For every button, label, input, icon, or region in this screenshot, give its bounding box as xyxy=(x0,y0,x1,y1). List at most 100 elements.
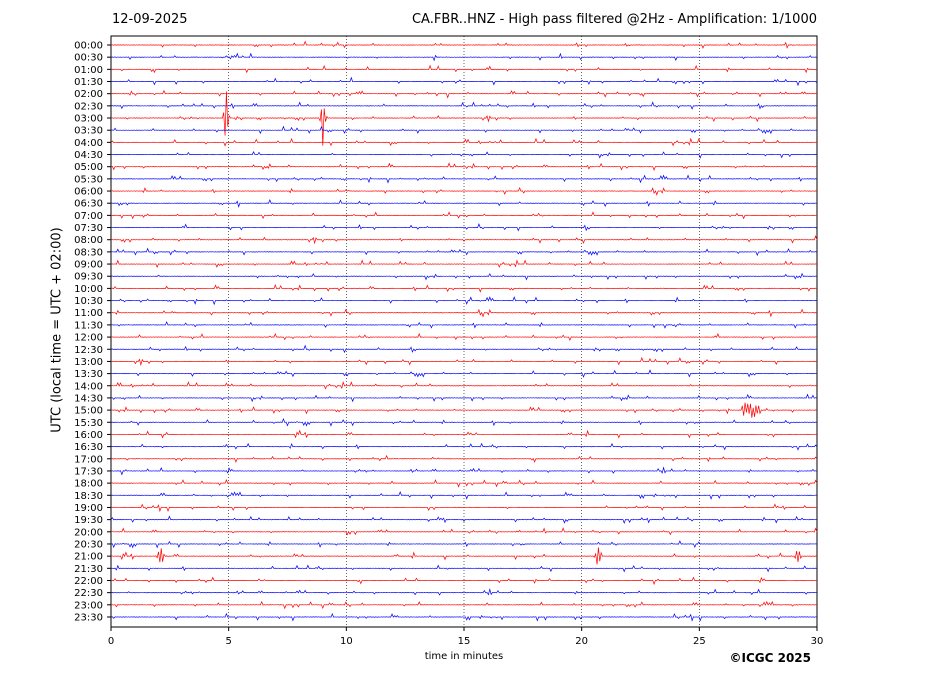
trace-row xyxy=(110,393,818,403)
chart-title: CA.FBR..HNZ - High pass filtered @2Hz - … xyxy=(411,12,817,27)
trace-row xyxy=(110,479,818,488)
y-tick-label: 05:30 xyxy=(74,174,103,185)
y-tick-label: 11:30 xyxy=(74,320,103,331)
trace-row xyxy=(110,101,818,110)
trace-row xyxy=(110,247,818,257)
trace-row xyxy=(110,356,818,367)
trace-row xyxy=(110,576,818,586)
trace-row xyxy=(110,151,818,159)
trace-row xyxy=(110,429,818,439)
x-tick-label: 20 xyxy=(575,636,588,647)
y-tick-label: 15:30 xyxy=(74,418,103,429)
trace-row xyxy=(110,235,818,245)
trace-row xyxy=(110,162,818,172)
y-tick-label: 06:00 xyxy=(74,187,103,198)
y-tick-label: 22:00 xyxy=(74,576,103,587)
y-tick-label: 09:30 xyxy=(74,272,103,283)
plot-frame xyxy=(110,35,818,628)
y-tick-label: 23:00 xyxy=(74,600,103,611)
y-tick-label: 16:30 xyxy=(74,442,103,453)
trace-row xyxy=(110,442,818,451)
trace-row xyxy=(110,547,818,565)
y-tick-label: 20:30 xyxy=(74,539,103,550)
trace-row xyxy=(110,89,818,99)
y-tick-label: 17:30 xyxy=(74,466,103,477)
x-tick-label: 0 xyxy=(108,636,114,647)
trace-row xyxy=(110,91,818,146)
trace-row xyxy=(110,344,818,354)
y-tick-label: 23:30 xyxy=(74,612,103,623)
y-tick-label: 04:30 xyxy=(74,150,103,161)
trace-row xyxy=(110,259,818,269)
trace-row xyxy=(110,321,818,329)
y-tick-label: 16:00 xyxy=(74,430,103,441)
y-tick-label: 01:30 xyxy=(74,77,103,88)
trace-row xyxy=(110,332,818,342)
x-tick-label: 15 xyxy=(458,636,471,647)
chart-date: 12-09-2025 xyxy=(112,12,188,27)
trace-row xyxy=(110,174,818,184)
y-tick-label: 02:00 xyxy=(74,89,103,100)
y-tick-label: 12:30 xyxy=(74,345,103,356)
trace-row xyxy=(110,527,818,536)
y-tick-label: 07:30 xyxy=(74,223,103,234)
y-tick-label: 20:00 xyxy=(74,527,103,538)
trace-row xyxy=(110,308,818,318)
trace-row xyxy=(110,587,818,596)
x-tick-label: 10 xyxy=(340,636,353,647)
trace-row xyxy=(110,199,818,208)
trace-row xyxy=(110,137,818,147)
y-tick-label: 02:30 xyxy=(74,101,103,112)
y-tick-label: 10:00 xyxy=(74,284,103,295)
trace-row xyxy=(110,540,818,549)
y-tick-label: 00:00 xyxy=(74,41,103,52)
y-tick-label: 13:00 xyxy=(74,357,103,368)
y-tick-label: 12:00 xyxy=(74,333,103,344)
y-tick-label: 11:00 xyxy=(74,308,103,319)
y-tick-label: 05:00 xyxy=(74,162,103,173)
y-tick-label: 15:00 xyxy=(74,406,103,417)
trace-row xyxy=(110,402,818,418)
y-tick-label: 22:30 xyxy=(74,588,103,599)
trace-row xyxy=(110,466,818,476)
y-tick-label: 21:00 xyxy=(74,552,103,563)
trace-row xyxy=(110,381,818,390)
y-tick-label: 00:30 xyxy=(74,53,103,64)
trace-row xyxy=(110,515,818,525)
x-axis-label: time in minutes xyxy=(424,651,504,662)
y-tick-label: 13:30 xyxy=(74,369,103,380)
trace-row xyxy=(110,369,818,378)
trace-row xyxy=(110,454,818,463)
y-tick-label: 19:00 xyxy=(74,503,103,514)
trace-row xyxy=(110,283,818,293)
trace-row xyxy=(110,125,818,135)
y-axis-label: UTC (local time = UTC + 02:00) xyxy=(49,227,65,433)
trace-row xyxy=(110,76,818,87)
trace-row xyxy=(110,64,818,74)
y-tick-label: 21:30 xyxy=(74,564,103,575)
y-tick-label: 07:00 xyxy=(74,211,103,222)
trace-row xyxy=(110,222,818,232)
y-tick-label: 18:30 xyxy=(74,491,103,502)
trace-row xyxy=(110,503,818,513)
y-tick-label: 08:00 xyxy=(74,235,103,246)
trace-row xyxy=(110,564,818,573)
y-tick-label: 10:30 xyxy=(74,296,103,307)
trace-row xyxy=(110,187,818,196)
y-tick-label: 03:00 xyxy=(74,114,103,125)
trace-row xyxy=(110,52,818,62)
trace-row xyxy=(110,612,818,622)
trace-row xyxy=(110,600,818,610)
y-tick-label: 14:00 xyxy=(74,381,103,392)
y-tick-label: 17:00 xyxy=(74,454,103,465)
trace-row xyxy=(110,491,818,500)
y-tick-label: 04:00 xyxy=(74,138,103,149)
y-tick-label: 14:30 xyxy=(74,393,103,404)
x-tick-label: 25 xyxy=(693,636,706,647)
trace-row xyxy=(110,40,818,49)
y-tick-label: 08:30 xyxy=(74,247,103,258)
y-tick-label: 01:00 xyxy=(74,65,103,76)
trace-row xyxy=(110,296,818,306)
y-tick-label: 09:00 xyxy=(74,260,103,271)
